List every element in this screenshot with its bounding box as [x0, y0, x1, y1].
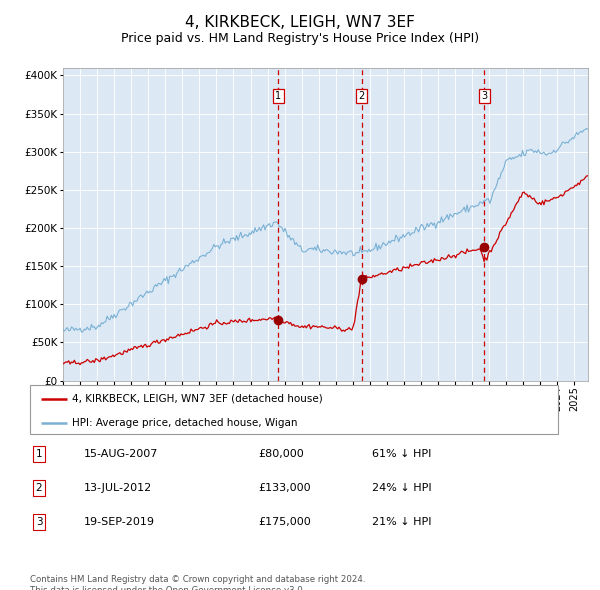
Text: £80,000: £80,000	[258, 449, 304, 458]
Text: 1: 1	[275, 91, 281, 101]
Text: Contains HM Land Registry data © Crown copyright and database right 2024.
This d: Contains HM Land Registry data © Crown c…	[30, 575, 365, 590]
Text: 3: 3	[481, 91, 487, 101]
Text: 24% ↓ HPI: 24% ↓ HPI	[372, 483, 431, 493]
Text: 1: 1	[35, 449, 43, 458]
Text: 19-SEP-2019: 19-SEP-2019	[84, 517, 155, 527]
Text: Price paid vs. HM Land Registry's House Price Index (HPI): Price paid vs. HM Land Registry's House …	[121, 32, 479, 45]
Text: 15-AUG-2007: 15-AUG-2007	[84, 449, 158, 458]
Text: 2: 2	[35, 483, 43, 493]
Text: 3: 3	[35, 517, 43, 527]
Text: 21% ↓ HPI: 21% ↓ HPI	[372, 517, 431, 527]
Text: 2: 2	[359, 91, 365, 101]
Text: 61% ↓ HPI: 61% ↓ HPI	[372, 449, 431, 458]
FancyBboxPatch shape	[30, 385, 558, 434]
Text: £133,000: £133,000	[258, 483, 311, 493]
Text: HPI: Average price, detached house, Wigan: HPI: Average price, detached house, Wiga…	[72, 418, 298, 428]
Text: 4, KIRKBECK, LEIGH, WN7 3EF: 4, KIRKBECK, LEIGH, WN7 3EF	[185, 15, 415, 30]
Text: 13-JUL-2012: 13-JUL-2012	[84, 483, 152, 493]
Text: 4, KIRKBECK, LEIGH, WN7 3EF (detached house): 4, KIRKBECK, LEIGH, WN7 3EF (detached ho…	[72, 394, 323, 404]
Text: £175,000: £175,000	[258, 517, 311, 527]
